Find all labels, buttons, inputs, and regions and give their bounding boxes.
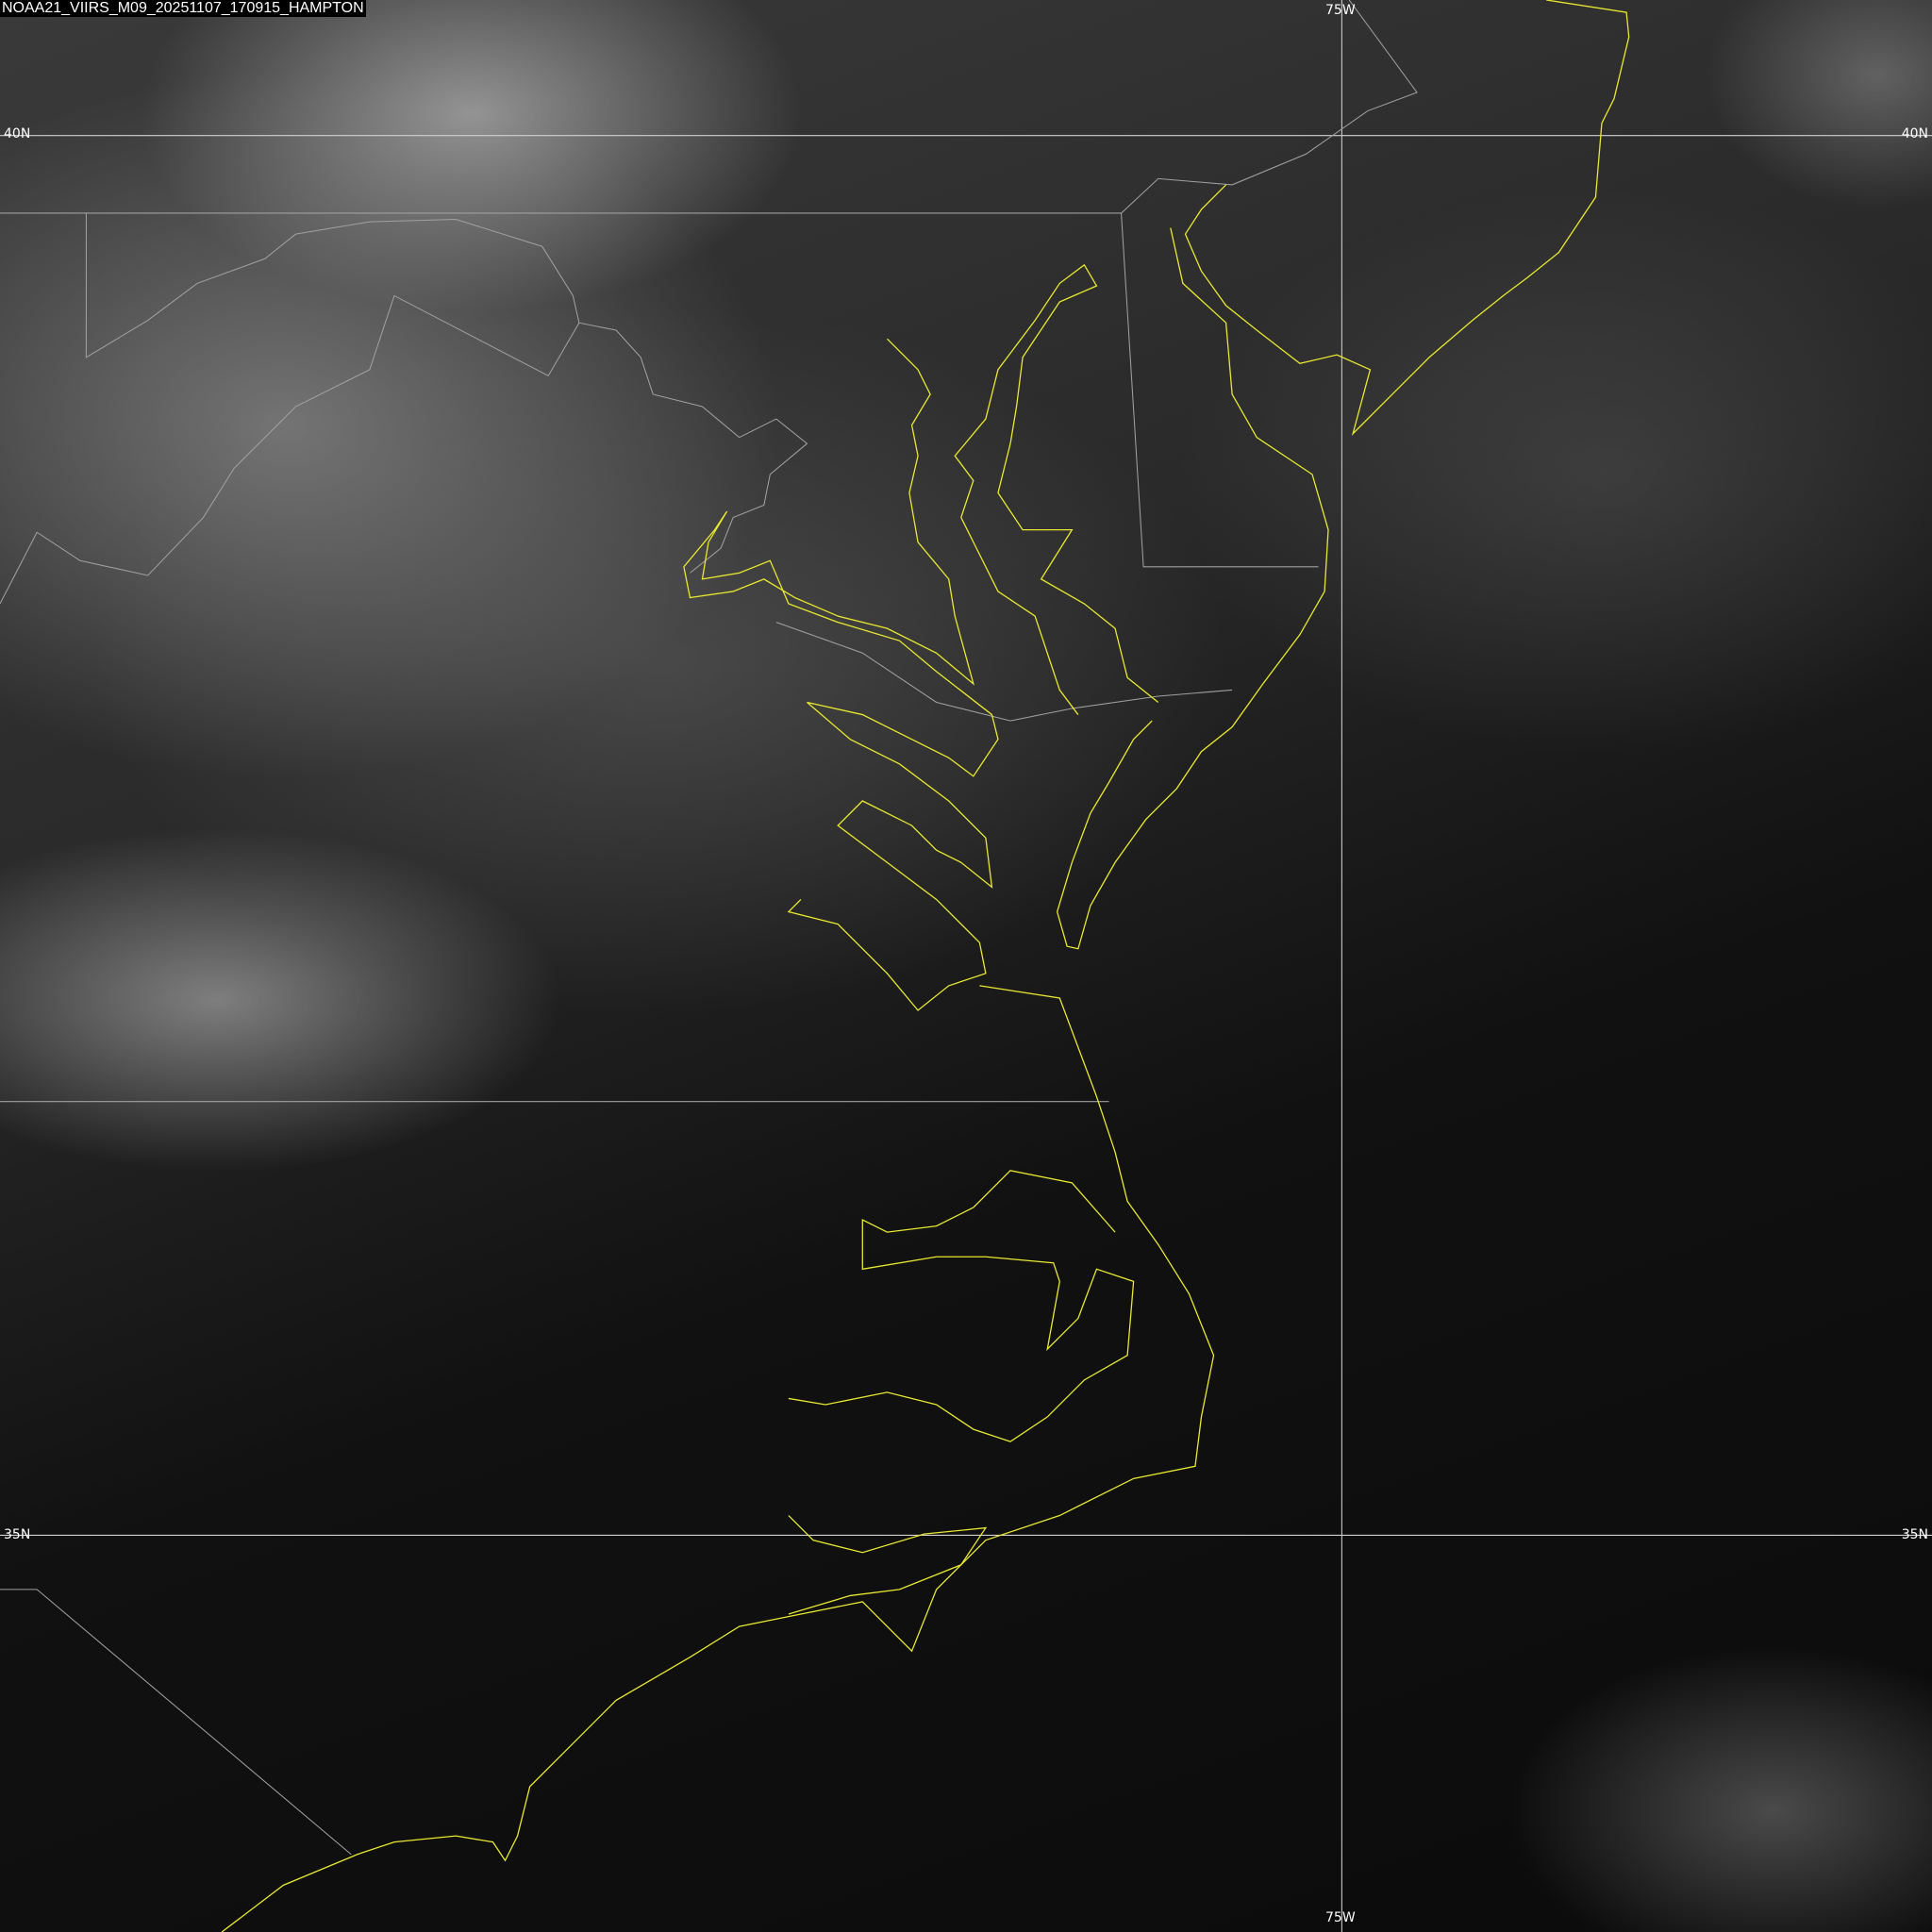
nc-sc-border xyxy=(0,1589,352,1856)
lon-label-bottom: 75W xyxy=(1325,1910,1356,1925)
wv-va-border xyxy=(0,294,580,605)
state-borders xyxy=(0,0,1418,1856)
lat-40-label-left: 40N xyxy=(4,126,31,142)
va-md-border xyxy=(775,622,1233,722)
nc-coast xyxy=(221,985,1215,1932)
lon-label-top: 75W xyxy=(1325,3,1356,18)
wv-border xyxy=(85,212,808,574)
lat-40-label-right: 40N xyxy=(1901,126,1928,142)
nj-ny-border xyxy=(1121,0,1418,214)
chesapeake-west-shore xyxy=(683,338,999,1011)
lat-35-label-left: 35N xyxy=(4,1527,31,1542)
albemarle-sound xyxy=(788,1170,1135,1442)
lat-35-label-right: 35N xyxy=(1901,1527,1928,1542)
nj-coast xyxy=(1184,0,1630,436)
chesapeake-east-shore xyxy=(954,263,1159,715)
delmarva-coast xyxy=(1056,227,1329,950)
image-title: NOAA21_VIIRS_M09_20251107_170915_HAMPTON xyxy=(0,0,366,17)
coastline xyxy=(221,0,1630,1932)
pamlico-sound xyxy=(788,1515,988,1615)
pa-md-border xyxy=(0,212,1319,568)
